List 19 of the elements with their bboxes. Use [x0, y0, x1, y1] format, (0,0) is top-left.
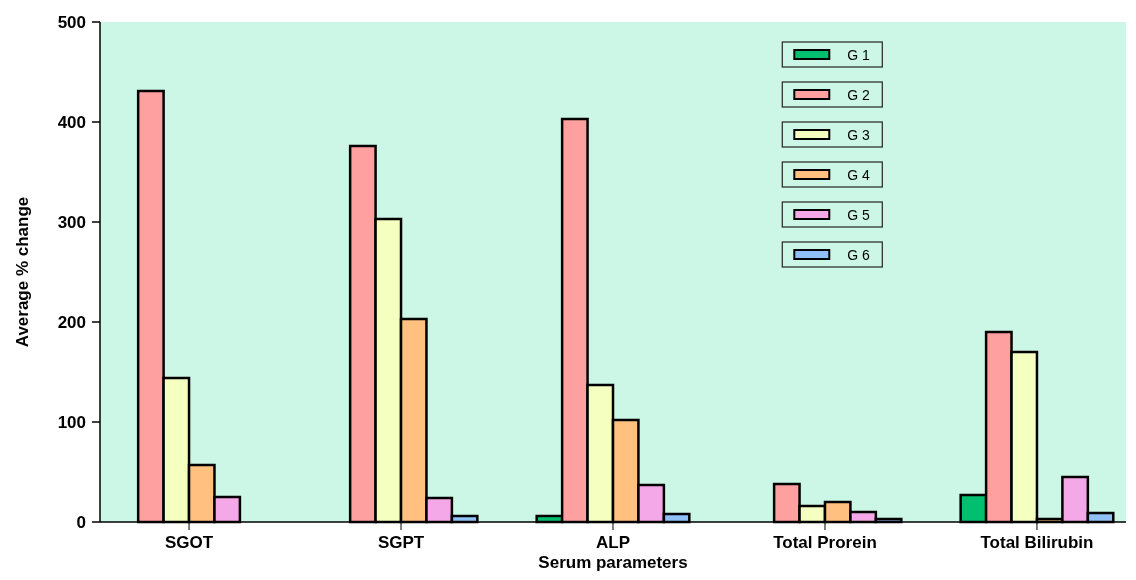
legend-label: G 6 [847, 247, 871, 263]
legend-label: G 3 [847, 127, 871, 143]
x-tick-label: SGPT [377, 533, 425, 552]
y-tick-label: 200 [57, 312, 86, 332]
legend-label: G 4 [847, 167, 871, 183]
x-tick-label: ALP [596, 533, 630, 552]
y-tick-label: 400 [57, 112, 86, 132]
y-tick-label: 500 [57, 12, 86, 32]
y-axis-title: Average % change [13, 196, 32, 348]
x-tick-label: Total Prorein [773, 533, 877, 552]
legend-label: G 1 [847, 47, 871, 63]
y-tick-label: 0 [76, 512, 86, 532]
legend-label: G 5 [847, 207, 871, 223]
x-tick-label: SGOT [164, 533, 214, 552]
y-tick-label: 300 [57, 212, 86, 232]
x-tick-label: Total Bilirubin [980, 533, 1094, 552]
legend-label: G 2 [847, 87, 871, 103]
x-axis-title: Serum parameters [538, 553, 688, 572]
y-tick-label: 100 [57, 412, 86, 432]
